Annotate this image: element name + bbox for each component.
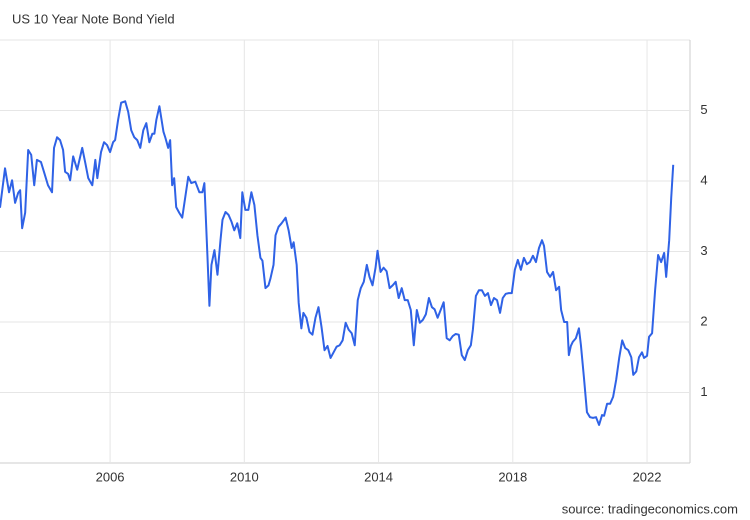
source-note: source: tradingeconomics.com xyxy=(562,501,738,516)
y-tick-label: 2 xyxy=(700,313,707,328)
x-tick-label: 2010 xyxy=(230,469,259,484)
chart-title: US 10 Year Note Bond Yield xyxy=(12,11,175,26)
y-tick-label: 3 xyxy=(700,243,707,258)
y-tick-label: 5 xyxy=(700,102,707,117)
data-line xyxy=(0,100,675,426)
x-tick-label: 2022 xyxy=(633,469,662,484)
x-tick-label: 2018 xyxy=(498,469,527,484)
x-tick-label: 2006 xyxy=(96,469,125,484)
x-tick-label: 2014 xyxy=(364,469,393,484)
y-tick-label: 4 xyxy=(700,172,707,187)
y-tick-label: 1 xyxy=(700,384,707,399)
